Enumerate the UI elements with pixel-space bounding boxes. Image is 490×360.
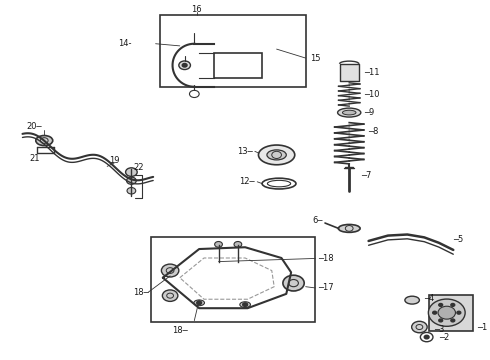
Text: 19: 19: [109, 156, 120, 165]
Text: 22: 22: [134, 163, 145, 172]
Text: 13─: 13─: [237, 147, 252, 156]
Circle shape: [457, 311, 461, 314]
Ellipse shape: [338, 225, 360, 232]
Ellipse shape: [343, 110, 356, 115]
Circle shape: [439, 319, 442, 322]
Bar: [151, 237, 316, 321]
Circle shape: [215, 242, 222, 247]
Text: 18─: 18─: [133, 288, 148, 297]
Circle shape: [182, 63, 187, 67]
Text: ─4: ─4: [424, 294, 435, 303]
Text: ─3: ─3: [434, 325, 444, 334]
Text: ─5: ─5: [453, 235, 464, 244]
Text: 18─: 18─: [172, 326, 188, 335]
Bar: [160, 15, 306, 87]
Ellipse shape: [267, 150, 286, 160]
Text: 12─: 12─: [239, 177, 255, 186]
Circle shape: [125, 168, 137, 176]
Circle shape: [243, 303, 247, 306]
Circle shape: [438, 306, 456, 319]
Ellipse shape: [240, 302, 250, 307]
Text: ─10: ─10: [364, 90, 379, 99]
Ellipse shape: [338, 108, 361, 117]
Text: 21: 21: [29, 154, 40, 163]
Circle shape: [433, 311, 437, 314]
Text: ─7: ─7: [361, 171, 372, 180]
Text: ─8: ─8: [368, 127, 379, 136]
Circle shape: [127, 188, 136, 194]
Bar: [429, 295, 473, 330]
Text: 16: 16: [192, 5, 202, 14]
Circle shape: [283, 275, 304, 291]
Circle shape: [451, 303, 455, 306]
Text: ─2: ─2: [439, 333, 449, 342]
Circle shape: [162, 290, 178, 301]
Circle shape: [424, 335, 429, 339]
Text: ─1: ─1: [477, 323, 488, 332]
Text: ─18: ─18: [318, 254, 333, 263]
Circle shape: [197, 301, 201, 305]
Text: 15: 15: [311, 54, 321, 63]
Text: ─11: ─11: [364, 68, 379, 77]
Circle shape: [439, 303, 442, 306]
Ellipse shape: [36, 135, 53, 145]
Circle shape: [451, 319, 455, 322]
Circle shape: [234, 242, 242, 247]
Text: 20─: 20─: [26, 122, 42, 131]
Bar: [340, 64, 359, 81]
Bar: [214, 53, 262, 78]
Text: 14-: 14-: [118, 39, 131, 48]
Text: ─9: ─9: [364, 108, 374, 117]
Ellipse shape: [258, 145, 295, 165]
Ellipse shape: [405, 296, 419, 304]
Circle shape: [428, 299, 465, 326]
Ellipse shape: [194, 300, 204, 306]
Circle shape: [126, 177, 136, 184]
Circle shape: [179, 61, 191, 69]
Circle shape: [161, 264, 179, 277]
Text: 6─: 6─: [312, 216, 322, 225]
Text: ─17: ─17: [318, 283, 333, 292]
Circle shape: [412, 321, 427, 333]
